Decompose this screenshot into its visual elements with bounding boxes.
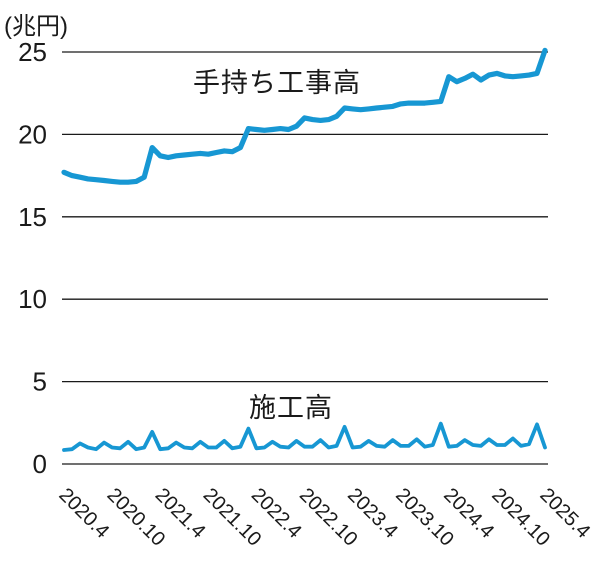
backlog-series-label: 手持ち工事高: [193, 68, 361, 98]
y-tick-label: 5: [33, 367, 47, 397]
y-tick-label: 0: [33, 449, 47, 479]
y-tick-label: 15: [18, 202, 47, 232]
y-axis-unit-label: (兆円): [4, 13, 68, 40]
x-tick-label: 2020.4: [54, 484, 113, 543]
x-axis-tick-labels: 2020.42020.102021.42021.102022.42022.102…: [54, 484, 594, 551]
gridlines: [62, 51, 548, 465]
construction-line-series: [62, 421, 547, 452]
y-axis-tick-labels: 0 5 10 15 20 25: [18, 37, 47, 479]
y-tick-label: 20: [18, 119, 47, 149]
y-tick-label: 25: [18, 37, 47, 67]
construction-series-label: 施工高: [249, 393, 333, 423]
y-tick-label: 10: [18, 284, 47, 314]
backlog-line-series: [61, 47, 548, 185]
